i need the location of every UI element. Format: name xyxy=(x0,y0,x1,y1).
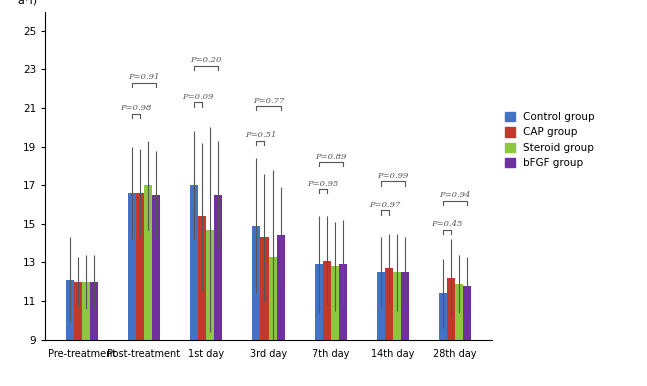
Bar xyxy=(74,282,82,386)
Bar xyxy=(463,286,472,386)
Bar xyxy=(152,195,160,386)
Text: P=0.09: P=0.09 xyxy=(182,93,214,101)
Bar xyxy=(190,185,198,386)
Text: P=0.98: P=0.98 xyxy=(120,104,151,112)
Bar xyxy=(198,216,206,386)
Bar xyxy=(439,293,447,386)
Bar xyxy=(401,272,409,386)
Text: P=0.20: P=0.20 xyxy=(191,56,222,64)
Text: P=0.51: P=0.51 xyxy=(245,131,276,139)
Bar xyxy=(65,280,74,386)
Bar xyxy=(385,268,393,386)
Bar xyxy=(269,257,277,386)
Bar xyxy=(393,272,401,386)
Bar xyxy=(377,272,385,386)
Bar xyxy=(252,226,260,386)
Bar xyxy=(144,185,152,386)
Bar xyxy=(314,264,323,386)
Bar xyxy=(331,266,339,386)
Text: P=0.77: P=0.77 xyxy=(253,96,284,105)
Text: P=0.45: P=0.45 xyxy=(432,220,463,228)
Bar xyxy=(90,282,98,386)
Text: P=0.99: P=0.99 xyxy=(377,172,409,180)
Bar xyxy=(447,278,455,386)
Text: P=0.91: P=0.91 xyxy=(128,73,160,81)
Text: P=0.89: P=0.89 xyxy=(315,152,346,161)
Bar xyxy=(277,235,285,386)
Text: P=0.94: P=0.94 xyxy=(439,191,471,199)
Legend: Control group, CAP group, Steroid group, bFGF group: Control group, CAP group, Steroid group,… xyxy=(501,108,598,171)
Bar xyxy=(214,195,223,386)
Bar xyxy=(260,237,269,386)
Text: P=0.97: P=0.97 xyxy=(369,201,400,209)
Bar xyxy=(128,193,136,386)
Bar xyxy=(206,230,214,386)
Bar xyxy=(136,193,144,386)
Bar xyxy=(323,261,331,386)
Y-axis label: a*I): a*I) xyxy=(17,0,38,5)
Bar xyxy=(82,282,90,386)
Bar xyxy=(339,264,347,386)
Bar xyxy=(455,284,463,386)
Text: P=0.95: P=0.95 xyxy=(307,179,338,188)
